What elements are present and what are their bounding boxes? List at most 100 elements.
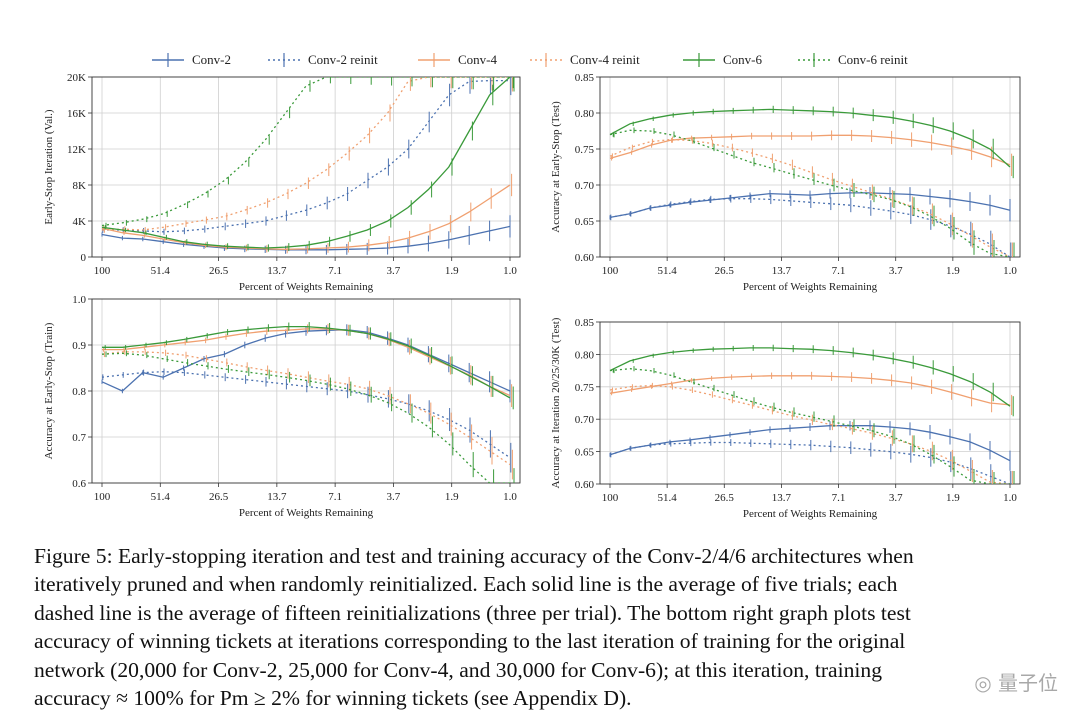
x-axis-label: Percent of Weights Remaining: [743, 281, 878, 293]
xtick-label: 1.0: [1003, 492, 1017, 504]
series-line-conv-2-reinit: [102, 79, 510, 233]
ytick-label: 8K: [73, 180, 87, 192]
legend-item: Conv-6: [683, 52, 763, 67]
xtick-label: 13.7: [772, 265, 792, 277]
ytick-label: 1.0: [72, 294, 86, 306]
ytick-label: 0.85: [575, 72, 595, 84]
legend-label: Conv-2 reinit: [308, 52, 378, 67]
series-line-conv-6: [102, 325, 511, 399]
figure-caption: Figure 5: Early-stopping iteration and t…: [34, 542, 1050, 712]
legend-item: Conv-4 reinit: [530, 52, 640, 67]
caption-line: accuracy of winning tickets at iteration…: [34, 629, 906, 654]
ytick-label: 0.80: [575, 349, 595, 361]
xtick-label: 51.4: [658, 265, 678, 277]
legend: Conv-2 Conv-2 reinit Conv-4 Conv-4 reinit Co…: [152, 52, 908, 67]
xtick-label: 1.0: [503, 491, 517, 503]
series-line-conv-4: [609, 134, 1011, 166]
legend-item: Conv-4: [418, 52, 498, 67]
plot-frame: [91, 298, 521, 484]
y-axis-label: Accuracy at Early-Stop (Train): [43, 322, 55, 459]
xtick-label: 100: [94, 491, 111, 503]
series-line-conv-6: [609, 108, 1011, 168]
xtick-label: 1.9: [946, 492, 960, 504]
x-axis-label: Percent of Weights Remaining: [239, 507, 374, 519]
xtick-label: 100: [94, 265, 111, 277]
panel-accuracy-train: 0.6 0.7 0.8 0.9 1.0 100 51.4 26.5 13.7 7.1 3.7 1.9 1…: [43, 294, 521, 519]
xtick-label: 26.5: [209, 265, 229, 277]
ytick-label: 4K: [73, 216, 87, 228]
caption-line: accuracy ≈ 100% for Pm ≥ 2% for winning …: [34, 686, 632, 711]
series-line-conv-4-reinit: [101, 77, 510, 231]
watermark-logo: ◎ 量子位: [974, 667, 1058, 696]
xtick-label: 3.7: [387, 491, 401, 503]
xtick-label: 13.7: [267, 491, 287, 503]
panel-early-stop-iteration: 0 4K 8K 12K 16K 20K 100 51.4 26.5 13.7 7.1 3.7 1.9 1.…: [43, 72, 521, 293]
ytick-label: 0.9: [72, 340, 86, 352]
series-line-conv-4: [609, 375, 1011, 406]
ytick-label: 0.70: [575, 180, 595, 192]
xtick-label: 100: [602, 265, 619, 277]
series-line-conv-2-reinit: [609, 198, 1011, 257]
ytick-label: 0.80: [575, 108, 595, 120]
ytick-label: 0.75: [575, 144, 595, 156]
caption-line: network (20,000 for Conv-2, 25,000 for C…: [34, 657, 883, 682]
xtick-label: 3.7: [889, 265, 903, 277]
panel-accuracy-test: 0.60 0.65 0.70 0.75 0.80 0.85 100 51.4 26.5 13.7 7…: [550, 72, 1021, 293]
ytick-label: 0.7: [72, 432, 86, 444]
caption-line: Figure 5: Early-stopping iteration and t…: [34, 544, 914, 568]
legend-item: Conv-6 reinit: [798, 52, 908, 67]
ytick-label: 0.70: [575, 414, 595, 426]
xtick-label: 7.1: [328, 265, 342, 277]
ytick-label: 12K: [67, 144, 86, 156]
series-line-conv-6-reinit: [101, 77, 510, 227]
x-axis-label: Percent of Weights Remaining: [743, 508, 878, 520]
series-line-conv-6-reinit: [609, 368, 1010, 484]
ytick-label: 0.60: [575, 479, 595, 491]
xtick-label: 26.5: [715, 265, 735, 277]
xtick-label: 26.5: [715, 492, 735, 504]
xtick-label: 7.1: [832, 265, 846, 277]
plot-frame: [599, 321, 1021, 485]
plot-frame: [599, 76, 1021, 258]
ytick-label: 0.85: [575, 317, 595, 329]
ytick-label: 0.6: [72, 478, 86, 490]
y-axis-label: Accuracy at Iteration 20/25/30K (Test): [550, 317, 562, 488]
xtick-label: 1.0: [1003, 265, 1017, 277]
xtick-label: 51.4: [658, 492, 678, 504]
caption-line: iteratively pruned and when randomly rei…: [34, 572, 898, 597]
series-line-conv-4-reinit: [101, 351, 511, 466]
legend-label: Conv-4: [458, 52, 498, 67]
ytick-label: 0.65: [575, 216, 595, 228]
ytick-label: 0: [81, 252, 87, 264]
x-axis-label: Percent of Weights Remaining: [239, 281, 374, 293]
figure: Conv-2 Conv-2 reinit Conv-4 Conv-4 reinit Co…: [43, 52, 1021, 520]
ytick-label: 20K: [67, 72, 86, 84]
caption-line: dashed line is the average of fifteen re…: [34, 600, 911, 625]
y-axis-label: Early-Stop Iteration (Val.): [43, 109, 55, 224]
ytick-label: 0.65: [575, 447, 595, 459]
watermark-text: 量子位: [998, 671, 1058, 695]
y-axis-label: Accuracy at Early-Stop (Test): [550, 101, 562, 233]
series-line-conv-6: [609, 347, 1011, 407]
xtick-label: 3.7: [889, 492, 903, 504]
xtick-label: 1.9: [946, 265, 960, 277]
series-line-conv-4: [101, 184, 511, 250]
ytick-label: 0.8: [72, 386, 86, 398]
xtick-label: 13.7: [772, 492, 792, 504]
xtick-label: 1.9: [445, 491, 459, 503]
series-line-conv-4: [102, 328, 511, 397]
series-line-conv-2-reinit: [101, 371, 511, 459]
xtick-label: 100: [602, 492, 619, 504]
panel-accuracy-iteration-test: 0.60 0.65 0.70 0.75 0.80 0.85 100 51.4 26.5 13.7 7…: [550, 317, 1021, 520]
xtick-label: 51.4: [151, 491, 171, 503]
legend-label: Conv-2: [192, 52, 231, 67]
wechat-icon: ◎: [974, 671, 992, 695]
xtick-label: 7.1: [328, 491, 342, 503]
legend-label: Conv-6 reinit: [838, 52, 908, 67]
xtick-label: 7.1: [832, 492, 846, 504]
xtick-label: 1.0: [503, 265, 517, 277]
legend-item: Conv-2 reinit: [268, 52, 378, 67]
series-line-conv-2-reinit: [609, 441, 1011, 484]
legend-item: Conv-2: [152, 52, 231, 67]
series-line-conv-6-reinit: [101, 352, 510, 483]
